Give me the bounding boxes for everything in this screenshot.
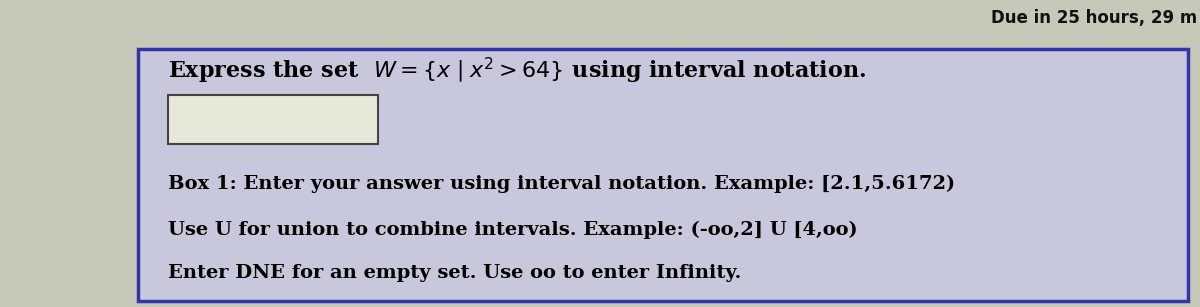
Text: Enter DNE for an empty set. Use oo to enter Infinity.: Enter DNE for an empty set. Use oo to en… [168, 264, 742, 282]
Text: Due in 25 hours, 29 m: Due in 25 hours, 29 m [991, 10, 1198, 27]
Text: Use U for union to combine intervals. Example: (-oo,2] U [4,oo): Use U for union to combine intervals. Ex… [168, 221, 858, 239]
Text: Box 1: Enter your answer using interval notation. Example: [2.1,5.6172): Box 1: Enter your answer using interval … [168, 175, 955, 193]
Text: Express the set  $W = \{x \mid x^2 > 64\}$ using interval notation.: Express the set $W = \{x \mid x^2 > 64\}… [168, 56, 866, 86]
FancyBboxPatch shape [138, 49, 1188, 301]
FancyBboxPatch shape [168, 95, 378, 144]
